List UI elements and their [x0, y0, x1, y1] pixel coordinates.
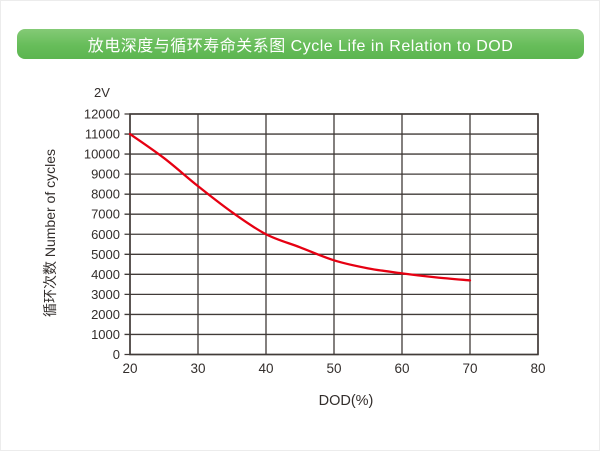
y-tick-label: 5000	[91, 247, 120, 262]
chart-title-banner: 放电深度与循环寿命关系图 Cycle Life in Relation to D…	[17, 29, 584, 59]
x-tick-label: 40	[258, 361, 273, 376]
x-tick-label: 70	[462, 361, 477, 376]
y-tick-label: 1000	[91, 327, 120, 342]
series-voltage-label: 2V	[94, 85, 110, 100]
x-tick-label: 60	[394, 361, 409, 376]
cycle-life-curve	[128, 132, 472, 282]
y-tick-label: 11000	[85, 127, 120, 142]
y-tick-label: 7000	[91, 207, 120, 222]
x-axis-title: DOD(%)	[318, 393, 374, 409]
y-tick-label: 10000	[84, 147, 120, 162]
y-tick-label: 4000	[91, 267, 120, 282]
y-tick-label: 3000	[91, 287, 120, 302]
x-tick-label: 50	[326, 361, 341, 376]
y-tick-label: 8000	[91, 187, 120, 202]
y-tick-label: 6000	[91, 227, 120, 242]
y-tick-label: 9000	[91, 167, 120, 182]
x-tick-label: 20	[122, 361, 137, 376]
x-tick-label: 30	[190, 361, 205, 376]
plot-border	[129, 113, 539, 356]
y-axis-title: 循环次数 Number of cycles	[42, 148, 58, 318]
y-tick-label: 12000	[84, 107, 120, 122]
y-tick-label: 2000	[91, 307, 120, 322]
chart-title: 放电深度与循环寿命关系图 Cycle Life in Relation to D…	[87, 38, 514, 55]
x-tick-label: 80	[530, 361, 545, 376]
y-tick-label: 0	[113, 347, 120, 362]
